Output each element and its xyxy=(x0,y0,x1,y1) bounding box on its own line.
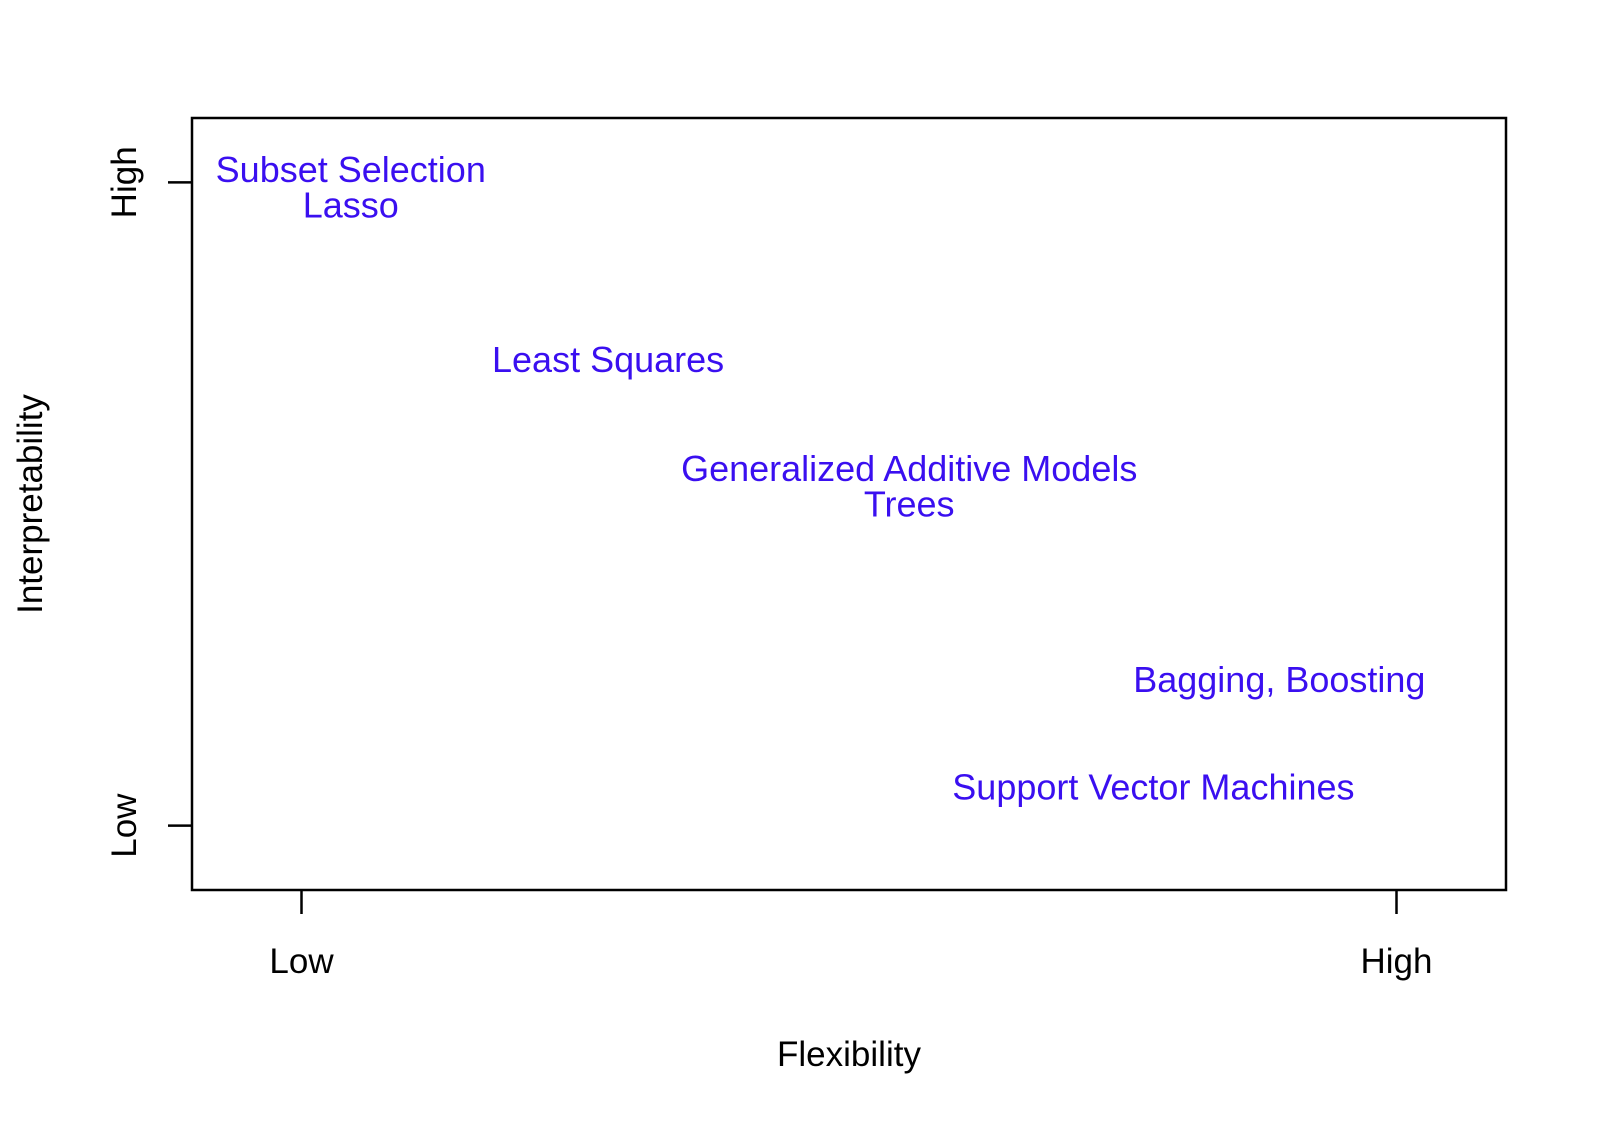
x-axis-title: Flexibility xyxy=(777,1035,921,1074)
x-axis: Low High xyxy=(269,890,1432,981)
point-label-4: Trees xyxy=(864,484,955,525)
y-axis-title: Interpretability xyxy=(11,394,50,614)
point-label-1: Lasso xyxy=(303,184,399,225)
point-label-2: Least Squares xyxy=(492,339,724,380)
point-label-3: Generalized Additive Models xyxy=(681,448,1137,489)
x-tick-label-1: High xyxy=(1361,942,1433,981)
x-tick-label-0: Low xyxy=(269,942,334,981)
y-tick-label-1: High xyxy=(105,146,144,218)
point-label-5: Bagging, Boosting xyxy=(1133,659,1425,700)
point-label-0: Subset Selection xyxy=(216,149,486,190)
point-label-6: Support Vector Machines xyxy=(952,767,1354,808)
y-tick-label-0: Low xyxy=(105,793,144,858)
plot-frame xyxy=(190,116,1508,892)
y-axis: Low High xyxy=(105,146,192,858)
